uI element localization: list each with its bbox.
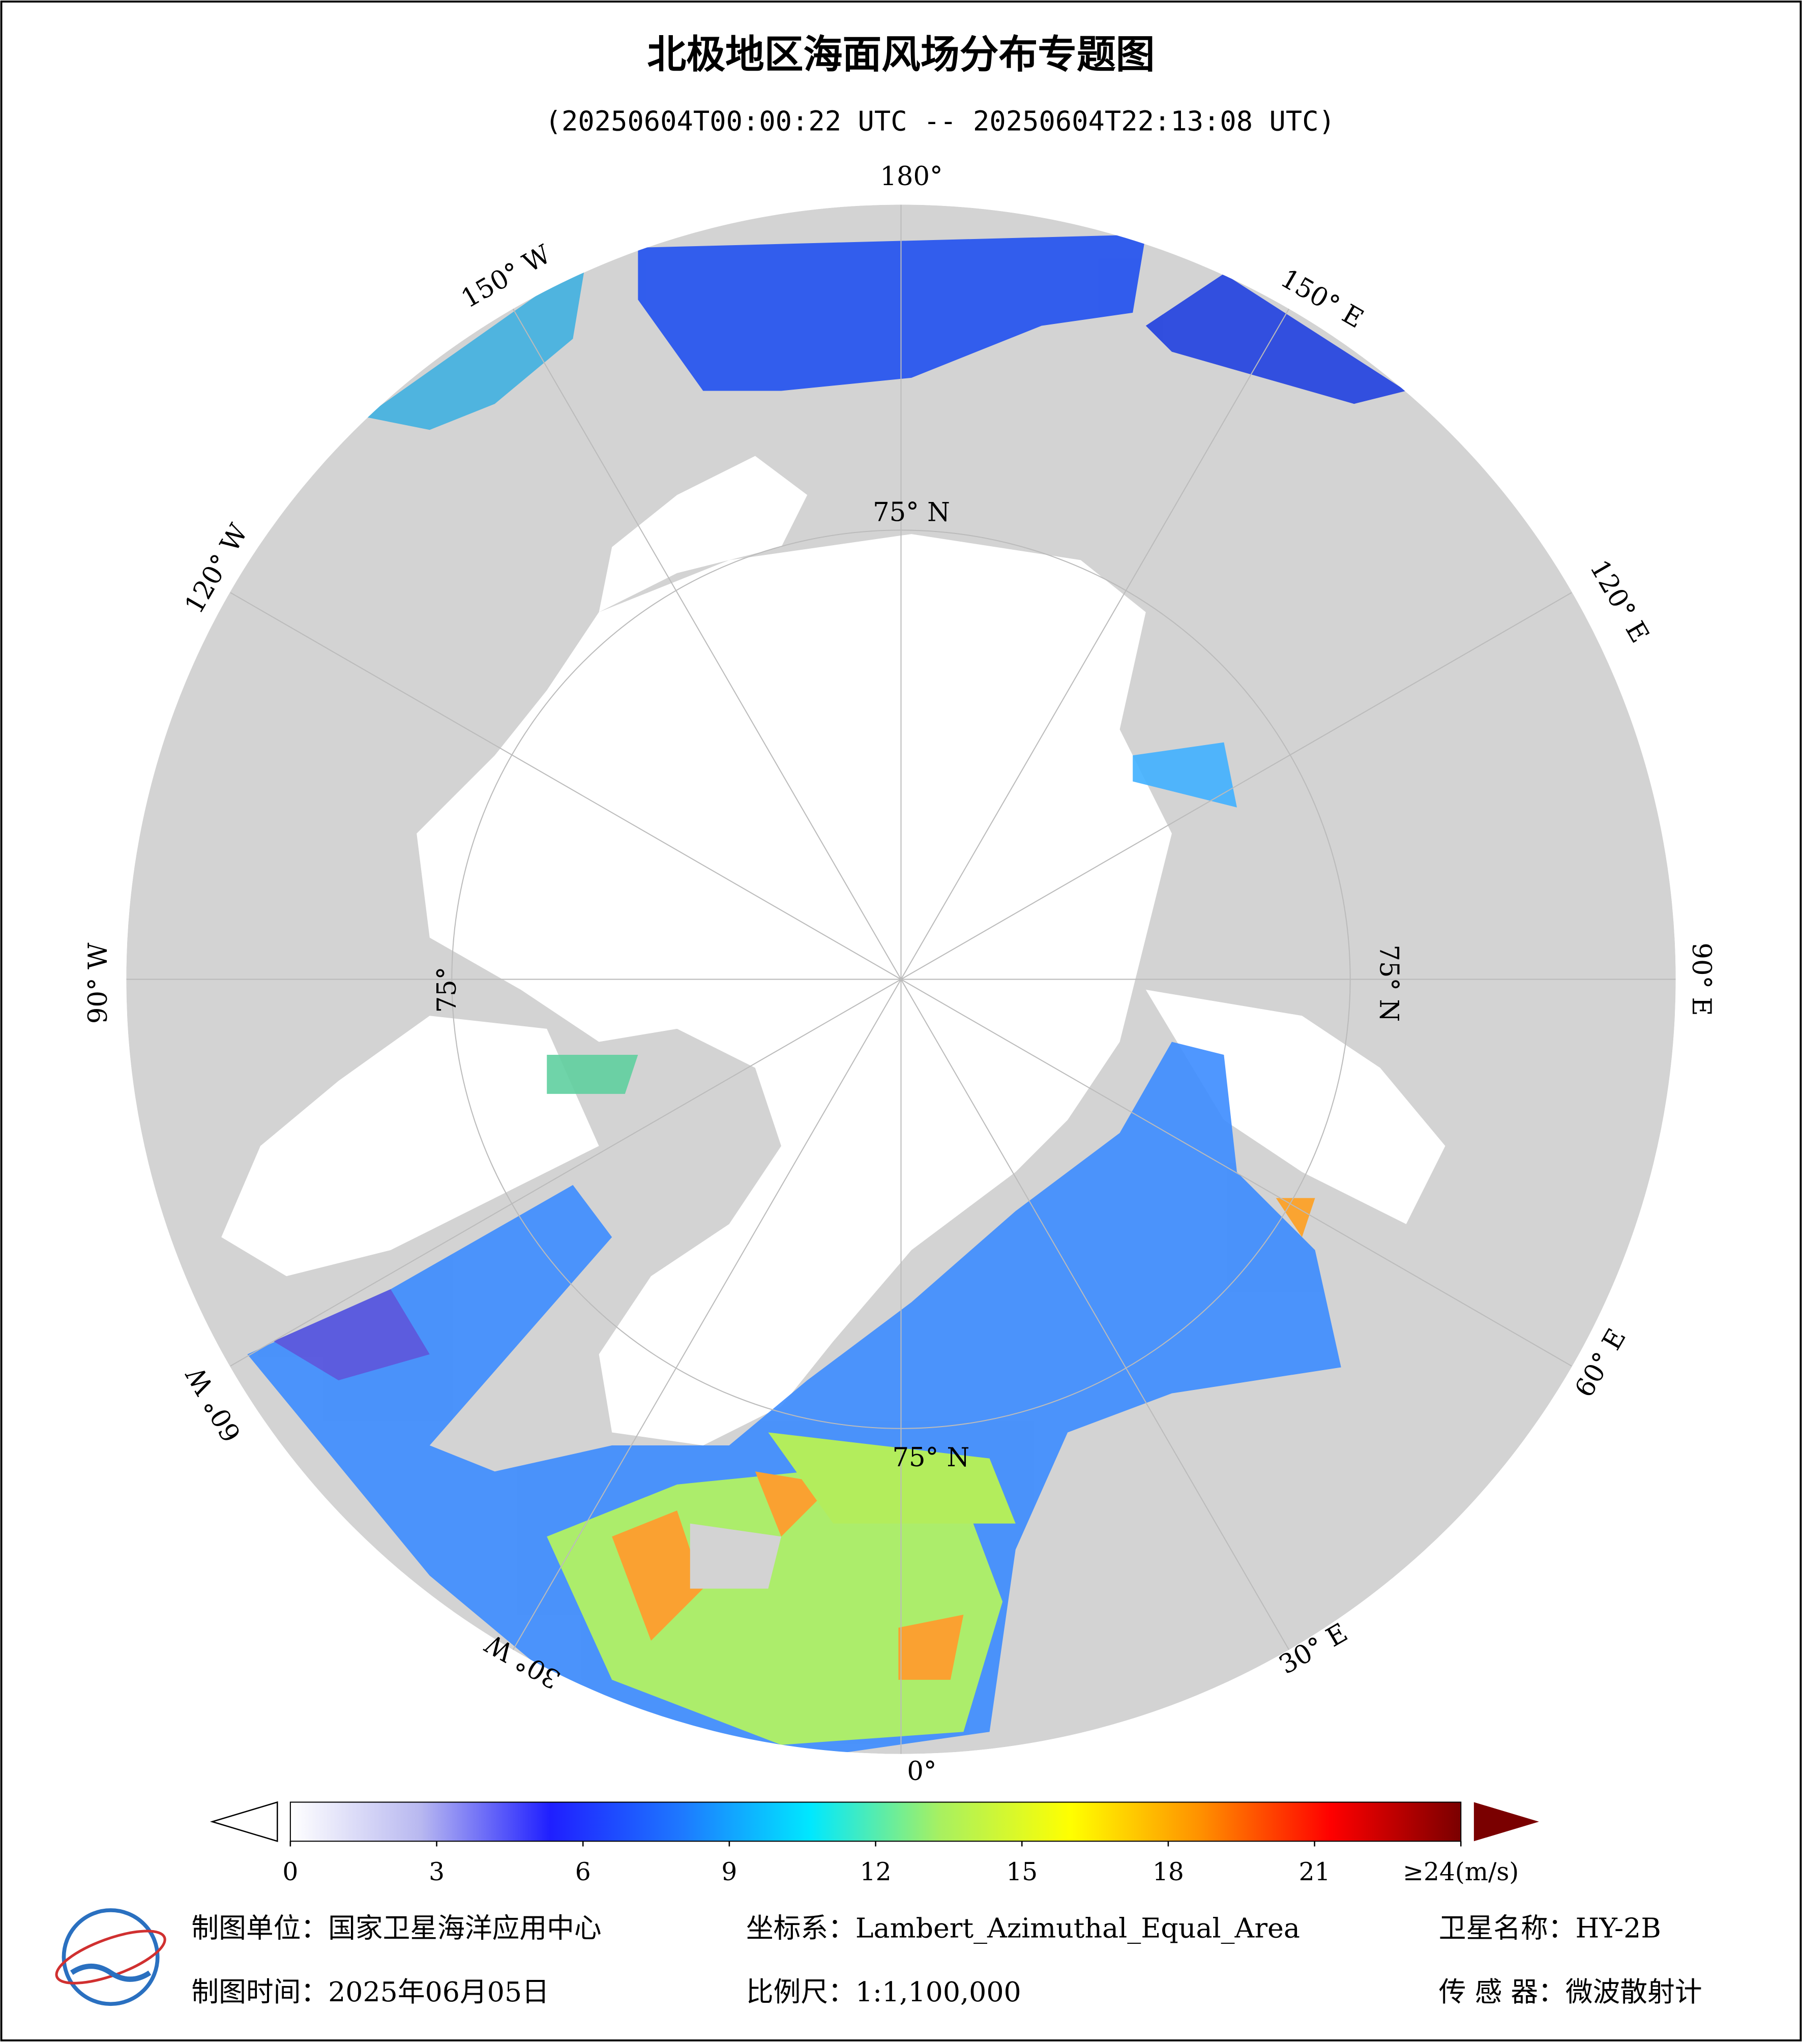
tick-label: 21: [1299, 1858, 1331, 1886]
lon-label: 90° E: [1686, 942, 1717, 1016]
map: [126, 204, 1676, 1754]
colorbar: 0 3 6 9 12 15 18 21 ≥24(m/s): [210, 1801, 1539, 1886]
footer-unit: 制图单位：国家卫星海洋应用中心: [191, 1912, 601, 1944]
logo: [55, 1908, 166, 2006]
tick-label: 15: [1006, 1858, 1038, 1886]
lon-label: 90° W: [83, 942, 113, 1024]
tick-label: 9: [721, 1858, 737, 1886]
lat-label: 75°: [432, 967, 462, 1013]
colorbar-fill: [289, 1801, 1462, 1842]
tick-label: 0: [282, 1858, 298, 1886]
title: 北极地区海面风场分布专题图: [647, 32, 1155, 78]
extend-low: [210, 1801, 278, 1843]
footer: 制图单位：国家卫星海洋应用中心 坐标系：Lambert_Azimuthal_Eq…: [191, 1912, 1702, 2008]
footer-sensor: 传 感 器：微波散射计: [1439, 1976, 1702, 2008]
footer-satellite: 卫星名称：HY-2B: [1439, 1912, 1661, 1944]
tick-label: 18: [1153, 1858, 1184, 1886]
footer-date: 制图时间：2025年06月05日: [191, 1976, 549, 2008]
subtitle: (20250604T00:00:22 UTC -- 20250604T22:13…: [545, 105, 1335, 137]
lat-label: 75° N: [873, 497, 950, 527]
lon-label: 0°: [907, 1756, 936, 1787]
tick-label: ≥24(m/s): [1403, 1858, 1519, 1886]
tick-label: 6: [575, 1858, 591, 1886]
tick-label: 12: [860, 1858, 892, 1886]
tick-label: 3: [429, 1858, 445, 1886]
extend-high: [1473, 1802, 1539, 1842]
footer-scale: 比例尺：1:1,100,000: [746, 1976, 1021, 2008]
lat-label: 75° N: [892, 1442, 969, 1473]
lat-label: 75° N: [1374, 944, 1404, 1022]
lon-label: 180°: [880, 161, 942, 192]
footer-crs: 坐标系：Lambert_Azimuthal_Equal_Area: [746, 1912, 1300, 1944]
